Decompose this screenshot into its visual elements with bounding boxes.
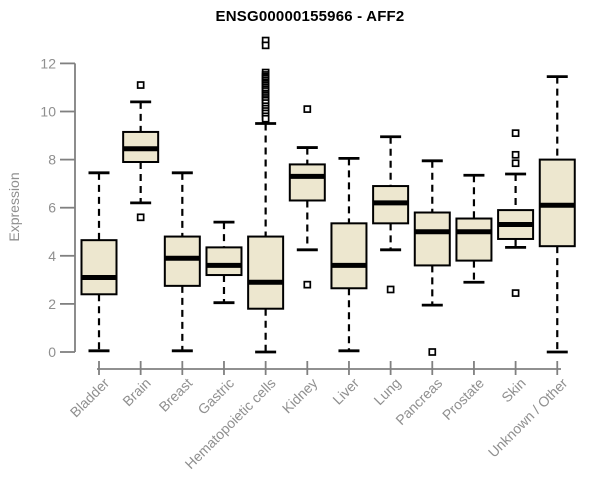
category-label: Prostate bbox=[439, 375, 487, 423]
category-label: Bladder bbox=[67, 375, 113, 421]
box-rect bbox=[413, 211, 451, 267]
category-label: Kidney bbox=[279, 375, 321, 417]
box-rect bbox=[247, 235, 285, 310]
category-label: Liver bbox=[329, 375, 362, 408]
outlier-marker bbox=[303, 280, 312, 289]
outlier-marker bbox=[136, 81, 145, 89]
y-axis-label: Expression bbox=[6, 172, 22, 242]
y-tick-label: 0 bbox=[48, 344, 56, 360]
y-tick-label: 4 bbox=[48, 248, 56, 264]
outlier-marker bbox=[511, 150, 520, 159]
outlier-marker bbox=[511, 129, 520, 137]
y-tick-label: 6 bbox=[48, 200, 56, 216]
category-label: Skin bbox=[498, 375, 529, 406]
y-tick-label: 12 bbox=[40, 55, 56, 71]
outlier-marker bbox=[136, 213, 145, 222]
outlier-marker bbox=[428, 348, 437, 356]
y-tick-label: 8 bbox=[48, 152, 56, 168]
y-tick-label: 10 bbox=[40, 104, 56, 120]
y-tick-label: 2 bbox=[48, 296, 56, 312]
outlier-marker bbox=[261, 114, 270, 123]
category-label: Unknown / Other bbox=[485, 375, 571, 461]
box-rect bbox=[330, 222, 368, 290]
chart-title: ENSG00000155966 - AFF2 bbox=[215, 8, 405, 25]
category-label: Brain bbox=[119, 375, 153, 409]
outlier-marker bbox=[511, 289, 520, 297]
box-rect bbox=[455, 217, 493, 262]
box-rect bbox=[163, 235, 201, 287]
box-rect bbox=[80, 239, 118, 296]
box-rect bbox=[205, 246, 243, 277]
category-label: Breast bbox=[156, 375, 196, 415]
outlier-marker bbox=[386, 285, 395, 294]
outlier-marker bbox=[261, 41, 270, 50]
box-rect bbox=[288, 163, 326, 202]
category-label: Lung bbox=[370, 375, 403, 408]
outlier-marker bbox=[303, 105, 312, 113]
outlier-marker bbox=[511, 159, 520, 168]
